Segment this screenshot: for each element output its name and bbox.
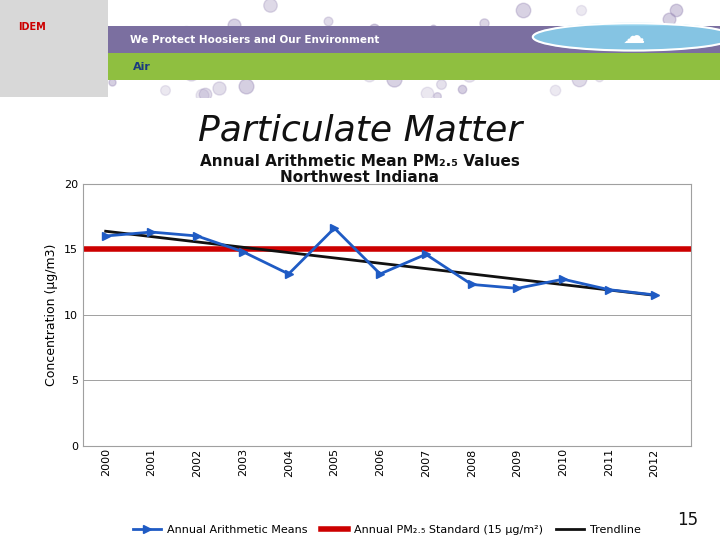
Point	[99, 45, 110, 54]
Point	[642, 31, 654, 40]
Line: Annual Arithmetic Means: Annual Arithmetic Means	[102, 224, 659, 299]
Point	[664, 15, 675, 23]
Point	[517, 6, 528, 15]
Text: Particulate Matter: Particulate Matter	[198, 113, 522, 147]
Bar	[108, 53, 720, 80]
Annual Arithmetic Means	[467, 281, 476, 288]
Point	[180, 29, 192, 37]
Annual Arithmetic Means	[513, 285, 522, 292]
Point	[636, 31, 648, 40]
Point	[687, 69, 698, 77]
Point	[213, 42, 225, 51]
Legend: Annual Arithmetic Means, Annual PM₂.₅ Standard (15 μg/m²), Trendline: Annual Arithmetic Means, Annual PM₂.₅ St…	[129, 521, 645, 539]
Bar	[0, 0, 108, 97]
Y-axis label: Concentration (μg/m3): Concentration (μg/m3)	[45, 244, 58, 386]
Point	[616, 32, 627, 41]
Point	[633, 47, 644, 56]
Point	[376, 69, 387, 78]
Point	[464, 71, 475, 80]
Annual Arithmetic Means	[650, 292, 659, 298]
Point	[199, 89, 211, 98]
Point	[0, 77, 9, 86]
Point	[274, 66, 286, 75]
Point	[48, 0, 60, 5]
Point	[670, 6, 682, 15]
Bar	[108, 26, 720, 53]
Text: 15: 15	[678, 511, 698, 529]
Point	[17, 31, 28, 39]
Point	[456, 85, 468, 93]
Point	[181, 29, 192, 37]
Annual Arithmetic Means	[376, 271, 384, 277]
Point	[593, 72, 605, 81]
Point	[218, 61, 230, 70]
Annual Arithmetic Means	[605, 286, 613, 293]
Annual Arithmetic Means	[559, 276, 567, 282]
Circle shape	[533, 23, 720, 51]
Point	[0, 43, 11, 52]
Text: Northwest Indiana: Northwest Indiana	[281, 170, 439, 185]
Point	[228, 21, 240, 29]
Point	[58, 74, 69, 83]
Point	[427, 24, 438, 33]
Point	[363, 71, 374, 79]
Point	[575, 6, 587, 15]
Point	[59, 12, 71, 21]
Point	[435, 79, 446, 88]
Annual Arithmetic Means	[102, 233, 110, 239]
Point	[158, 51, 170, 60]
Point	[549, 86, 561, 94]
Point	[24, 36, 35, 44]
Annual Arithmetic Means	[193, 233, 202, 239]
Point	[185, 69, 197, 78]
Point	[368, 24, 379, 33]
Point	[573, 75, 585, 83]
Annual Arithmetic Means	[238, 248, 247, 255]
Text: IDEM: IDEM	[18, 22, 46, 32]
Point	[214, 83, 225, 92]
Point	[240, 82, 251, 91]
Point	[420, 89, 432, 97]
Point	[259, 31, 271, 40]
Point	[81, 60, 92, 69]
Point	[41, 1, 53, 9]
Point	[107, 78, 118, 86]
Text: ☁: ☁	[623, 27, 644, 47]
Annual Arithmetic Means	[284, 271, 293, 277]
Annual Arithmetic Means	[147, 229, 156, 235]
Point	[478, 19, 490, 28]
Point	[0, 14, 10, 22]
Point	[648, 69, 660, 77]
Point	[159, 85, 171, 94]
Point	[410, 45, 421, 53]
Point	[492, 55, 503, 64]
Point	[31, 66, 42, 75]
Point	[264, 1, 276, 9]
Point	[468, 38, 480, 46]
Point	[82, 45, 94, 53]
Annual Arithmetic Means	[422, 251, 431, 258]
Point	[371, 51, 382, 60]
Point	[197, 40, 208, 49]
Text: Annual Arithmetic Mean PM₂.₅ Values: Annual Arithmetic Mean PM₂.₅ Values	[200, 154, 520, 169]
Point	[542, 38, 554, 47]
Point	[431, 92, 442, 100]
Annual Arithmetic Means	[330, 225, 338, 231]
Point	[323, 17, 334, 25]
Point	[388, 75, 400, 84]
Point	[197, 91, 208, 99]
Text: Air: Air	[133, 62, 151, 72]
Text: We Protect Hoosiers and Our Environment: We Protect Hoosiers and Our Environment	[130, 35, 379, 45]
